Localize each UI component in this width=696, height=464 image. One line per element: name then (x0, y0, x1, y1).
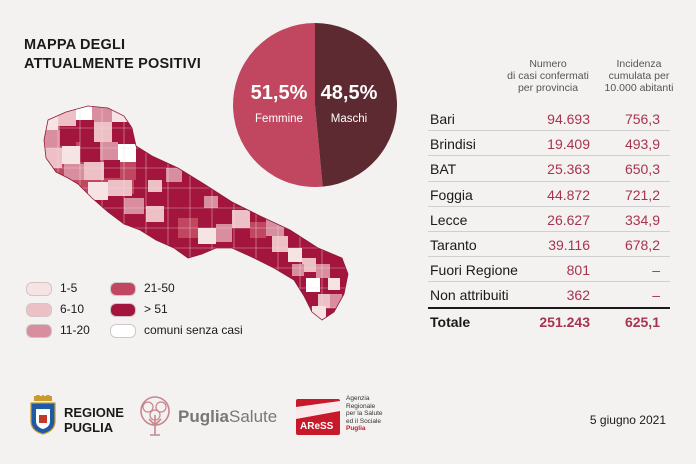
tree-icon (140, 396, 170, 436)
province-table: Bari 94.693 756,3 Brindisi 19.409 493,9 … (428, 106, 670, 333)
femmine-percent: 51,5% (250, 82, 308, 104)
province-incidence: 334,9 (624, 211, 660, 228)
total-incidence: 625,1 (624, 313, 660, 330)
aress-line-3: per la Salute (346, 410, 383, 417)
legend-swatch-1-5 (26, 282, 52, 296)
header-incidence: Incidenza cumulata per 10.000 abitanti (598, 58, 680, 94)
pie-slice-maschi (315, 23, 397, 187)
header-cases-line-2: di casi confermati (507, 70, 589, 82)
table-row: Lecce 26.627 334,9 (428, 205, 670, 231)
province-incidence: 493,9 (624, 136, 660, 153)
legend-swatch-11-20 (26, 324, 52, 338)
puglia-outline (43, 105, 349, 321)
legend-label-6-10: 6-10 (60, 302, 85, 316)
title-line-1: MAPPA DEGLI (24, 37, 126, 53)
aress-line-4: ed il Sociale (346, 417, 382, 425)
legend-label-11-20: 11-20 (60, 323, 90, 337)
aress-mark-icon (296, 401, 340, 419)
aress-mark-text: AReSS (300, 421, 334, 432)
regione-line-2: PUGLIA (64, 420, 114, 435)
province-incidence: – (652, 287, 660, 304)
province-incidence: – (652, 262, 660, 279)
table-row: Foggia 44.872 721,2 (428, 180, 670, 206)
table-row: Bari 94.693 756,3 (428, 106, 670, 130)
province-cases: 25.363 (547, 161, 590, 178)
province-name: Bari (430, 111, 455, 127)
table-total-row: Totale 251.243 625,1 (428, 306, 670, 333)
province-incidence: 721,2 (624, 186, 660, 203)
legend-swatch-no-cases (110, 324, 136, 338)
province-cases: 39.116 (548, 236, 590, 253)
header-cases: Numero di casi confermati per provincia (502, 58, 594, 94)
legend-label-no-cases: comuni senza casi (144, 323, 243, 337)
puglia-choropleth-map (43, 105, 349, 321)
pie-slice-femmine (232, 23, 323, 188)
legend-swatch-21-50 (110, 282, 136, 296)
province-incidence: 678,2 (624, 236, 660, 253)
pie-label-maschi: 48,5% Maschi (314, 82, 384, 125)
province-name: Brindisi (430, 136, 476, 153)
province-cases: 19.409 (547, 136, 590, 153)
header-cases-line-3: per provincia (517, 82, 579, 94)
province-cases: 801 (566, 262, 590, 279)
header-incidence-line-1: Incidenza (616, 58, 662, 70)
table-row: Non attribuiti 362 – (428, 281, 670, 306)
aress-line-2: Regionale (346, 402, 376, 410)
map-title: MAPPA DEGLI ATTUALMENTE POSITIVI (24, 36, 201, 74)
pie-label-femmine: 51,5% Femmine (240, 82, 318, 125)
header-incidence-line-2: cumulata per (608, 70, 670, 82)
legend-label-21-50: 21-50 (144, 281, 175, 295)
maschi-label: Maschi (330, 113, 368, 125)
province-name: BAT (430, 161, 457, 178)
table-row: Fuori Regione 801 – (428, 256, 670, 281)
province-incidence: 756,3 (624, 111, 660, 127)
province-name: Taranto (430, 236, 477, 253)
legend-label-1-5: 1-5 (60, 281, 78, 295)
regione-crest-icon (30, 395, 56, 435)
province-name: Non attribuiti (430, 287, 509, 304)
province-cases: 94.693 (547, 111, 590, 127)
province-name: Lecce (430, 211, 468, 228)
maschi-percent: 48,5% (320, 82, 378, 104)
gender-pie-chart (232, 23, 397, 188)
puglia-salute-word-a: Puglia (178, 407, 230, 426)
legend-swatch-over-51 (110, 303, 136, 317)
header-cases-line-1: Numero (529, 58, 567, 70)
legend-label-over-51: > 51 (144, 302, 168, 316)
province-name: Foggia (430, 186, 473, 203)
femmine-label: Femmine (255, 113, 303, 125)
aress-line-1: Agenzia (346, 395, 370, 402)
province-incidence: 650,3 (624, 161, 660, 178)
aress-badge: AReSS (296, 399, 340, 435)
publication-date: 5 giugno 2021 (589, 413, 666, 427)
province-name: Fuori Regione (430, 262, 518, 279)
province-cases: 44.872 (547, 186, 590, 203)
table-row: Brindisi 19.409 493,9 (428, 130, 670, 155)
map-regions (44, 106, 348, 320)
table-row: BAT 25.363 650,3 (428, 155, 670, 180)
table-row: Taranto 39.116 678,2 (428, 230, 670, 256)
legend-swatch-6-10 (26, 303, 52, 317)
title-line-2: ATTUALMENTE POSITIVI (24, 56, 201, 72)
total-label: Totale (430, 313, 471, 330)
total-cases: 251.243 (539, 313, 590, 330)
header-incidence-line-3: 10.000 abitanti (604, 82, 674, 94)
puglia-salute-word-b: Salute (229, 407, 278, 426)
province-cases: 362 (566, 287, 590, 304)
province-cases: 26.627 (547, 211, 590, 228)
aress-line-5: Puglia (346, 425, 366, 432)
regione-line-1: REGIONE (64, 405, 124, 420)
